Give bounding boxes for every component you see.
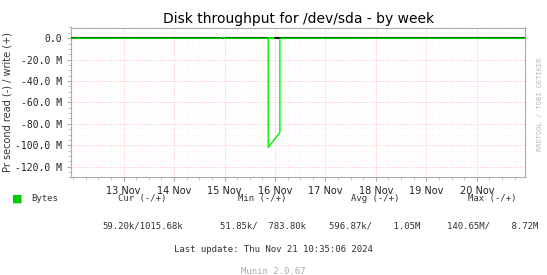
Y-axis label: Pr second read (-) / write (+): Pr second read (-) / write (+) — [2, 32, 12, 172]
Text: Max (-/+): Max (-/+) — [468, 194, 516, 203]
Text: 140.65M/    8.72M: 140.65M/ 8.72M — [446, 221, 538, 230]
Text: Min (-/+): Min (-/+) — [238, 194, 287, 203]
Text: Last update: Thu Nov 21 10:35:06 2024: Last update: Thu Nov 21 10:35:06 2024 — [174, 245, 373, 254]
Text: ■: ■ — [12, 194, 22, 204]
Title: Disk throughput for /dev/sda - by week: Disk throughput for /dev/sda - by week — [162, 12, 434, 26]
Text: Cur (-/+): Cur (-/+) — [118, 194, 166, 203]
Text: 59.20k/1015.68k: 59.20k/1015.68k — [102, 221, 183, 230]
Text: Avg (-/+): Avg (-/+) — [351, 194, 399, 203]
Text: Bytes: Bytes — [32, 194, 59, 203]
Text: Munin 2.0.67: Munin 2.0.67 — [241, 267, 306, 275]
Text: 596.87k/    1.05M: 596.87k/ 1.05M — [329, 221, 421, 230]
Text: RRDTOOL / TOBI OETIKER: RRDTOOL / TOBI OETIKER — [537, 58, 543, 151]
Text: 51.85k/  783.80k: 51.85k/ 783.80k — [219, 221, 306, 230]
